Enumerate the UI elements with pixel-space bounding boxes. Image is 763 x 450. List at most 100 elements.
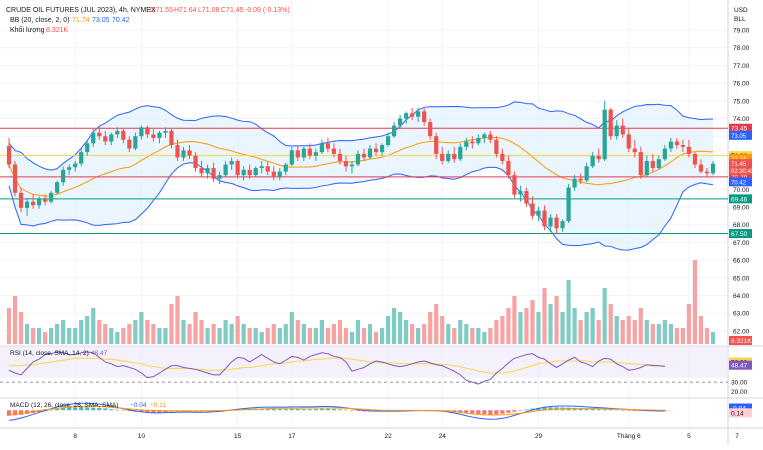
bb-basis-line — [8, 136, 714, 197]
volume-bar — [181, 320, 186, 344]
candle-body — [12, 164, 18, 193]
macd-signal-line — [8, 405, 665, 416]
volume-bar — [542, 288, 547, 344]
candlesticks — [6, 100, 716, 234]
candle-body — [97, 132, 102, 137]
candle-body — [73, 163, 78, 168]
macd-value-badge[interactable] — [729, 408, 752, 418]
macd-value-a: −0.04 — [130, 402, 147, 409]
macd-histogram-bar — [79, 407, 84, 411]
candle-body — [199, 168, 204, 174]
volume-bar — [85, 316, 90, 344]
macd-value-badge[interactable] — [729, 403, 752, 413]
volume-bar — [500, 316, 505, 344]
price-badge[interactable] — [729, 154, 752, 164]
price-badge[interactable] — [729, 177, 752, 187]
candle-body — [30, 201, 36, 206]
candle-body — [482, 134, 487, 138]
level-badge[interactable] — [729, 194, 752, 204]
macd-histogram-bar — [295, 408, 300, 411]
macd-histogram-bar — [55, 408, 60, 411]
volume-bar — [121, 328, 126, 344]
price-badge[interactable] — [729, 159, 752, 169]
candle-body — [85, 143, 90, 153]
volume-bar — [253, 328, 258, 344]
candle-body — [187, 150, 192, 156]
time-tick-label: 8 — [73, 433, 77, 440]
volume-bar — [235, 316, 240, 344]
macd-histogram-bar — [506, 410, 511, 413]
macd-histogram-bar — [614, 409, 619, 411]
volume-bar — [704, 328, 710, 344]
macd-histogram-bar — [145, 410, 150, 413]
candle-body — [428, 122, 433, 137]
volume-bar — [626, 316, 631, 344]
price-badge-label: 73.05 — [731, 134, 747, 140]
volume-bar — [644, 320, 649, 344]
macd-histogram-bar — [337, 409, 343, 411]
volume-bar — [662, 320, 667, 344]
candle-body — [391, 125, 397, 137]
macd-histogram-bar — [313, 408, 318, 411]
macd-histogram-bar — [91, 407, 96, 411]
macd-histogram-bar — [343, 409, 349, 411]
volume-bar — [572, 308, 577, 344]
candle-body — [692, 153, 698, 165]
level-badge[interactable] — [729, 123, 752, 133]
candle-body — [109, 134, 114, 142]
candle-body — [49, 192, 54, 202]
candle-body — [24, 201, 30, 208]
macd-histogram-bar — [127, 410, 132, 412]
candle-body — [373, 148, 379, 153]
volume-bar — [193, 312, 198, 344]
volume-bar — [686, 304, 692, 344]
macd-histogram-bar — [470, 410, 475, 414]
candle-body — [590, 155, 595, 167]
price-tick-label: 79.00 — [733, 28, 750, 35]
candle-body — [698, 164, 704, 172]
candle-body — [229, 160, 234, 165]
bb-basis-value: 71.74 — [72, 17, 90, 24]
volume-bar — [43, 332, 48, 344]
macd-histogram-bar — [542, 407, 547, 411]
volume-bar — [325, 328, 331, 344]
level-badge[interactable] — [729, 172, 752, 182]
candle-body — [36, 199, 42, 206]
volume-bar — [139, 312, 144, 344]
rsi-value-badge[interactable] — [729, 360, 752, 370]
volume-bar — [590, 308, 595, 344]
volume-bar — [584, 312, 589, 344]
price-badge[interactable] — [729, 166, 752, 176]
candle-body — [277, 171, 282, 177]
macd-histogram-bar — [488, 410, 493, 415]
candle-body — [115, 130, 120, 135]
volume-bar — [289, 312, 294, 344]
candle-body — [301, 148, 306, 158]
candle-body — [121, 130, 126, 140]
volume-bar — [145, 320, 150, 344]
candle-body — [404, 113, 409, 119]
volume-label: Khối lượng — [10, 25, 45, 34]
candle-body — [247, 169, 252, 176]
volume-bar — [337, 320, 343, 344]
volume-bar — [416, 328, 421, 344]
candle-body — [193, 155, 198, 169]
volume-bar — [578, 320, 583, 344]
candle-body — [434, 136, 439, 154]
ohlc-change: -0.09 (-0.13%) — [245, 7, 290, 14]
volume-bar — [127, 324, 132, 344]
price-badge-label: 70.42 — [731, 180, 747, 186]
price-tick-label: 76.00 — [733, 81, 750, 88]
price-axis[interactable]: 79.0078.0077.0076.0075.0074.0073.0072.00… — [729, 28, 755, 418]
level-badge[interactable] — [729, 229, 752, 239]
volume-badge[interactable] — [729, 336, 752, 345]
volume-bar — [247, 328, 252, 344]
candle-body — [319, 143, 324, 153]
candle-body — [446, 153, 451, 161]
price-badge[interactable] — [729, 130, 752, 140]
macd-histogram-bar — [446, 410, 451, 411]
macd-histogram-bar — [73, 407, 78, 411]
candle-body — [656, 159, 661, 169]
